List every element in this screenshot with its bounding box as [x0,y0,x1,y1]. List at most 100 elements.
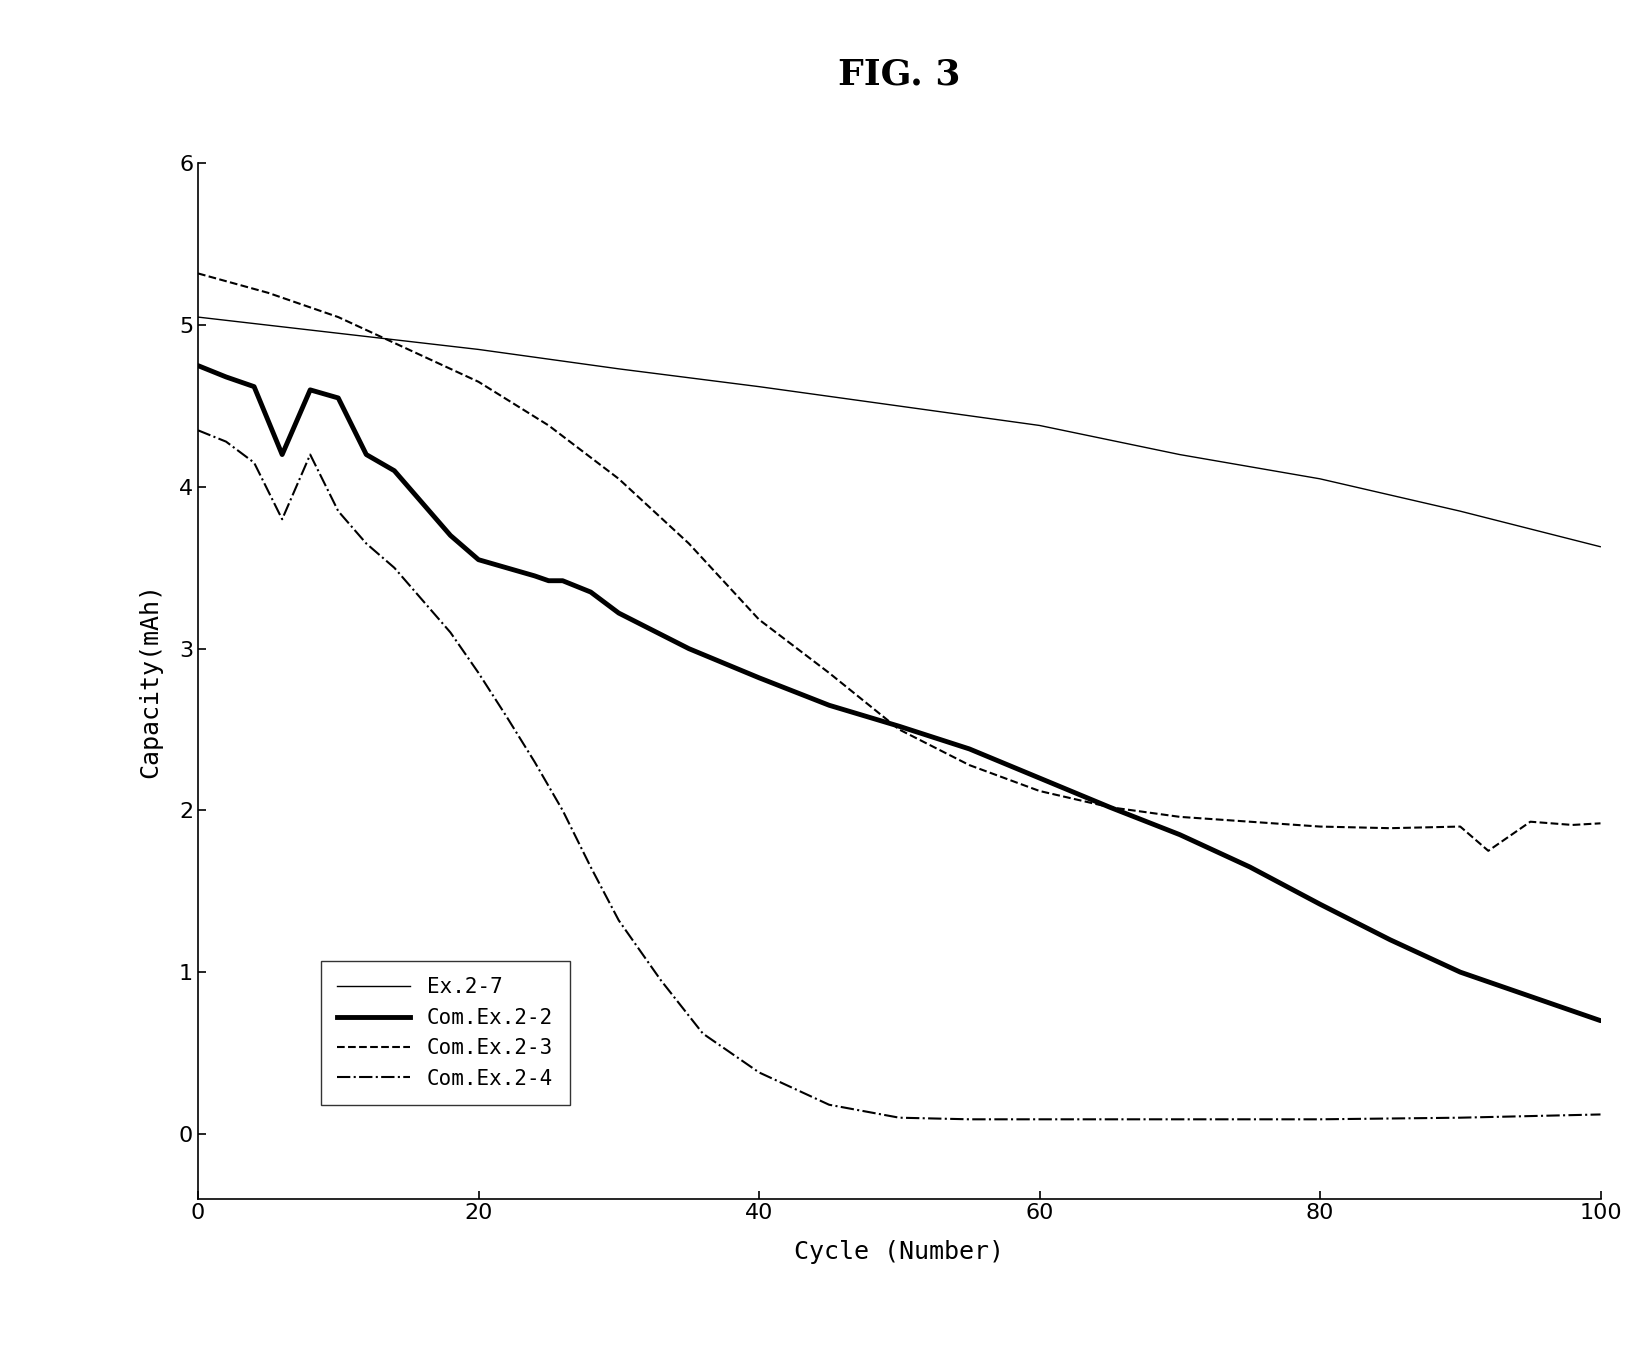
Com.Ex.2-2 [889,718,909,734]
Legend: Ex.2-7, Com.Ex.2-2, Com.Ex.2-3, Com.Ex.2-4: Ex.2-7, Com.Ex.2-2, Com.Ex.2-3, Com.Ex.2… [320,960,569,1106]
Com.Ex.2-3 [188,266,208,282]
Com.Ex.2-2 [1450,964,1470,981]
Com.Ex.2-2 [749,670,769,686]
Com.Ex.2-2 [356,447,376,463]
Com.Ex.2-4 [889,1110,909,1126]
Com.Ex.2-4 [328,503,348,519]
Ex.2-7 [1310,471,1330,488]
Com.Ex.2-2 [1591,1012,1610,1028]
Ex.2-7 [1450,503,1470,519]
Com.Ex.2-2 [1030,770,1049,786]
Com.Ex.2-2 [553,572,573,588]
Com.Ex.2-2 [384,463,404,479]
Ex.2-7 [889,398,909,414]
X-axis label: Cycle (Number): Cycle (Number) [794,1239,1005,1264]
Com.Ex.2-3 [1478,843,1498,859]
Ex.2-7 [749,379,769,395]
Ex.2-7 [469,342,488,358]
Com.Ex.2-3 [1521,813,1541,829]
Com.Ex.2-4 [244,455,264,471]
Ex.2-7 [1591,538,1610,554]
Com.Ex.2-4 [553,802,573,819]
Com.Ex.2-3 [257,285,277,301]
Com.Ex.2-4 [272,511,292,527]
Com.Ex.2-3 [749,612,769,628]
Com.Ex.2-4 [960,1111,980,1128]
Com.Ex.2-3 [609,471,629,488]
Ex.2-7 [1030,417,1049,433]
Line: Com.Ex.2-3: Com.Ex.2-3 [198,274,1600,851]
Com.Ex.2-4 [1591,1106,1610,1122]
Com.Ex.2-4 [609,913,629,929]
Com.Ex.2-4 [1310,1111,1330,1128]
Ex.2-7 [609,361,629,377]
Com.Ex.2-3 [1379,820,1399,836]
Com.Ex.2-2 [1379,932,1399,948]
Com.Ex.2-2 [960,741,980,757]
Com.Ex.2-2 [609,605,629,621]
Com.Ex.2-4 [1030,1111,1049,1128]
Com.Ex.2-4 [441,624,460,640]
Com.Ex.2-2 [412,494,432,511]
Com.Ex.2-4 [469,665,488,681]
Line: Ex.2-7: Ex.2-7 [198,317,1600,546]
Com.Ex.2-3 [399,342,419,358]
Com.Ex.2-4 [818,1096,838,1113]
Com.Ex.2-4 [412,592,432,609]
Com.Ex.2-2 [188,357,208,373]
Line: Com.Ex.2-4: Com.Ex.2-4 [198,430,1600,1120]
Text: FIG. 3: FIG. 3 [838,59,960,91]
Com.Ex.2-2 [244,379,264,395]
Com.Ex.2-2 [469,552,488,568]
Com.Ex.2-4 [525,753,545,770]
Ex.2-7 [1170,447,1190,463]
Com.Ex.2-3 [1030,783,1049,799]
Com.Ex.2-3 [328,309,348,326]
Ex.2-7 [328,326,348,342]
Line: Com.Ex.2-2: Com.Ex.2-2 [198,365,1600,1020]
Com.Ex.2-3 [1099,799,1119,816]
Com.Ex.2-4 [749,1064,769,1080]
Com.Ex.2-3 [1563,817,1582,834]
Com.Ex.2-2 [680,640,700,656]
Com.Ex.2-3 [1241,813,1261,829]
Com.Ex.2-2 [1521,989,1541,1005]
Com.Ex.2-2 [300,381,320,398]
Com.Ex.2-4 [497,708,516,725]
Com.Ex.2-2 [272,447,292,463]
Com.Ex.2-4 [216,433,236,449]
Com.Ex.2-2 [497,560,516,576]
Com.Ex.2-3 [538,417,558,433]
Com.Ex.2-2 [1310,896,1330,913]
Com.Ex.2-3 [818,665,838,681]
Com.Ex.2-3 [1450,819,1470,835]
Com.Ex.2-4 [650,972,670,989]
Com.Ex.2-2 [818,697,838,714]
Com.Ex.2-4 [384,560,404,576]
Com.Ex.2-2 [441,527,460,543]
Com.Ex.2-3 [960,757,980,774]
Com.Ex.2-3 [889,722,909,738]
Com.Ex.2-2 [328,390,348,406]
Com.Ex.2-4 [188,422,208,439]
Com.Ex.2-4 [1450,1110,1470,1126]
Com.Ex.2-2 [581,584,601,601]
Com.Ex.2-2 [1099,799,1119,816]
Com.Ex.2-2 [525,568,545,584]
Com.Ex.2-3 [1310,819,1330,835]
Com.Ex.2-2 [1170,827,1190,843]
Ex.2-7 [188,309,208,326]
Com.Ex.2-3 [469,373,488,390]
Com.Ex.2-2 [216,369,236,385]
Y-axis label: Capacity(mAh): Capacity(mAh) [139,583,162,779]
Com.Ex.2-3 [1170,809,1190,825]
Com.Ex.2-4 [356,535,376,552]
Com.Ex.2-4 [300,447,320,463]
Com.Ex.2-4 [693,1026,713,1042]
Com.Ex.2-3 [1591,814,1610,831]
Com.Ex.2-2 [538,572,558,588]
Com.Ex.2-4 [581,859,601,876]
Com.Ex.2-4 [1170,1111,1190,1128]
Com.Ex.2-2 [1241,859,1261,876]
Com.Ex.2-3 [680,535,700,552]
